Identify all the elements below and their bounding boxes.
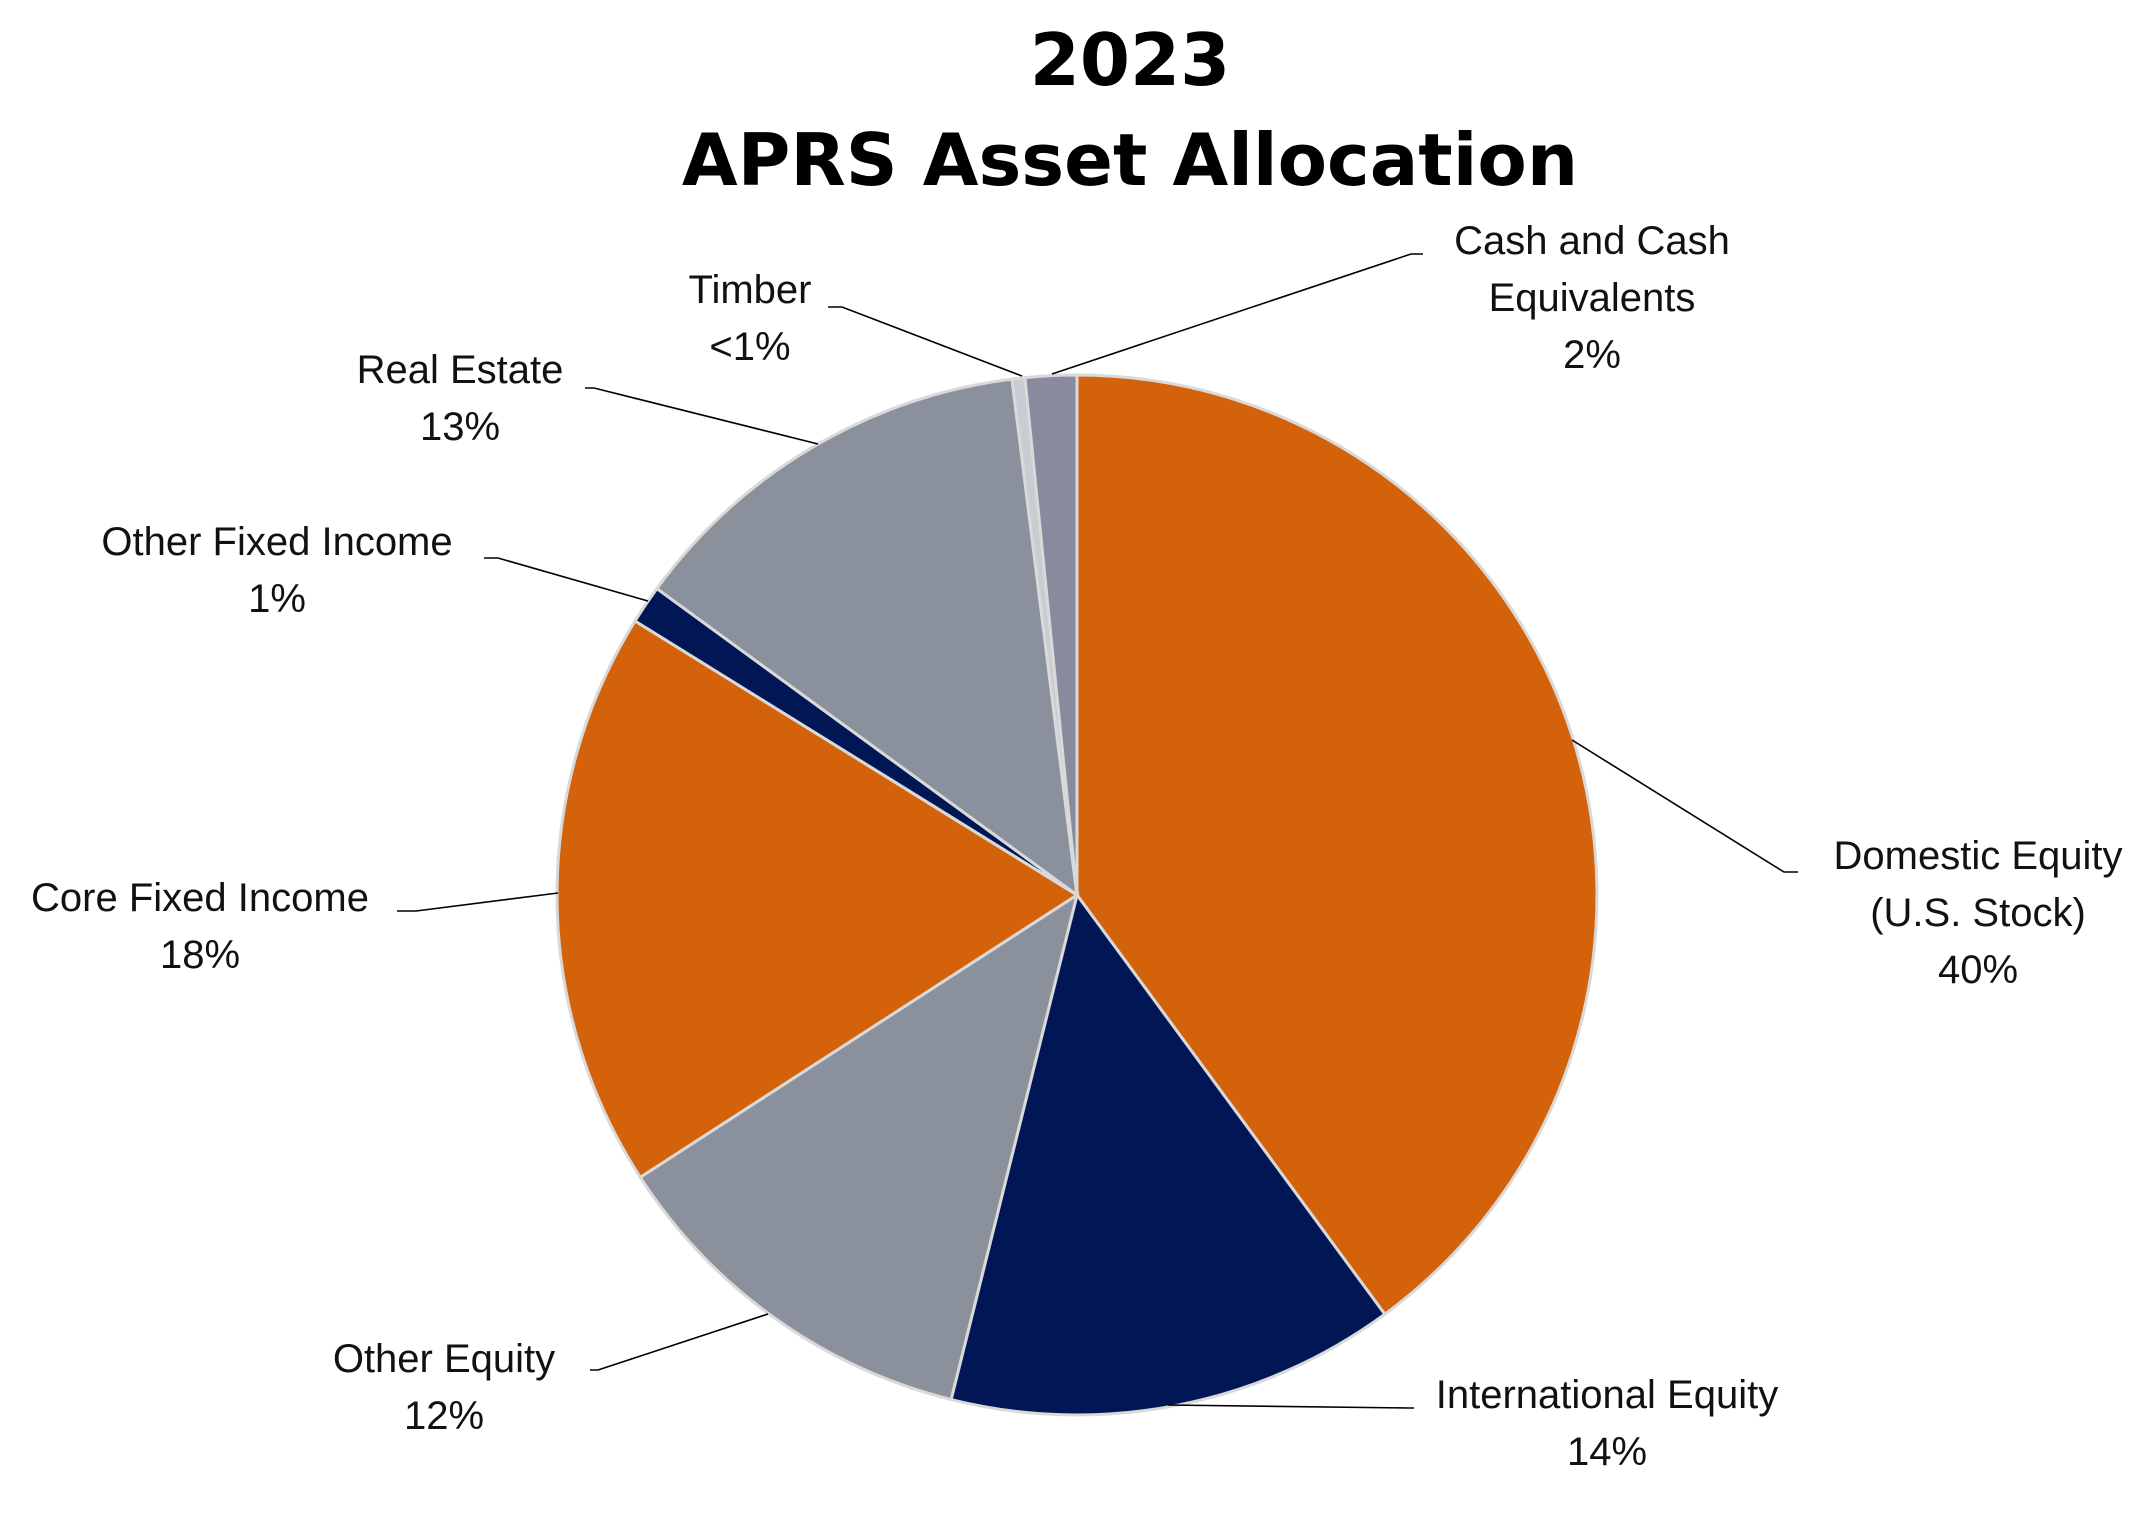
data-label-percent: 40% bbox=[1938, 948, 2018, 992]
data-label-core-fixed-income: Core Fixed Income 18% bbox=[31, 876, 369, 977]
leader-line-domestic-equity-u-s-stock bbox=[1571, 739, 1798, 873]
data-label-percent: 1% bbox=[248, 577, 306, 621]
leader-line-other-fixed-income bbox=[484, 557, 649, 602]
data-label-percent: 14% bbox=[1567, 1430, 1647, 1474]
pie-slice-cash-and-cash-equivalents bbox=[1023, 373, 1079, 896]
data-label-other-equity: Other Equity 12% bbox=[333, 1337, 555, 1438]
leader-line-other-equity bbox=[590, 1313, 769, 1371]
chart-title: 2023 APRS Asset Allocation bbox=[682, 18, 1578, 202]
data-label-name: (U.S. Stock) bbox=[1870, 891, 2086, 935]
data-label-percent: 18% bbox=[160, 933, 240, 977]
data-label-percent: 13% bbox=[420, 405, 500, 449]
leader-line-core-fixed-income bbox=[397, 892, 559, 912]
data-label-name: Other Equity bbox=[333, 1337, 555, 1381]
leader-line-cash-and-cash-equivalents bbox=[1051, 253, 1423, 375]
pie-slices bbox=[555, 373, 1599, 1417]
data-label-name: Core Fixed Income bbox=[31, 876, 369, 920]
data-label-cash-and-cash-equivalents: Cash and Cash Equivalents 2% bbox=[1454, 219, 1730, 377]
leader-line-timber bbox=[828, 306, 1023, 377]
data-label-percent: 2% bbox=[1563, 333, 1621, 377]
data-label-name: Equivalents bbox=[1489, 276, 1696, 320]
pie-slice-core-fixed-income bbox=[555, 618, 1080, 1180]
data-label-domestic-equity-u-s-stock: Domestic Equity (U.S. Stock) 40% bbox=[1834, 834, 2123, 992]
pie-slice-domestic-equity-u-s-stock bbox=[1075, 373, 1599, 1317]
data-label-international-equity: International Equity 14% bbox=[1436, 1373, 1778, 1474]
leader-lines bbox=[397, 253, 1798, 1409]
data-label-name: Real Estate bbox=[357, 348, 564, 392]
pie-slice-other-equity bbox=[638, 891, 1080, 1402]
data-label-timber: Timber <1% bbox=[689, 268, 812, 369]
leader-line-real-estate bbox=[585, 387, 819, 445]
data-label-other-fixed-income: Other Fixed Income 1% bbox=[101, 520, 452, 621]
leader-line-international-equity bbox=[1167, 1404, 1414, 1409]
data-label-real-estate: Real Estate 13% bbox=[357, 348, 564, 449]
data-label-name: Timber bbox=[689, 268, 812, 312]
data-label-name: Other Fixed Income bbox=[101, 520, 452, 564]
data-label-name: Cash and Cash bbox=[1454, 219, 1730, 263]
data-label-percent: 12% bbox=[404, 1394, 484, 1438]
data-label-percent: <1% bbox=[709, 325, 790, 369]
chart-title-year: 2023 bbox=[1030, 18, 1230, 102]
pie-slice-real-estate bbox=[654, 377, 1079, 899]
chart-title-main: APRS Asset Allocation bbox=[682, 118, 1578, 202]
slice-labels: Domestic Equity (U.S. Stock) 40% Internatio… bbox=[31, 219, 2122, 1474]
data-label-name: International Equity bbox=[1436, 1373, 1778, 1417]
data-label-name: Domestic Equity bbox=[1834, 834, 2123, 878]
